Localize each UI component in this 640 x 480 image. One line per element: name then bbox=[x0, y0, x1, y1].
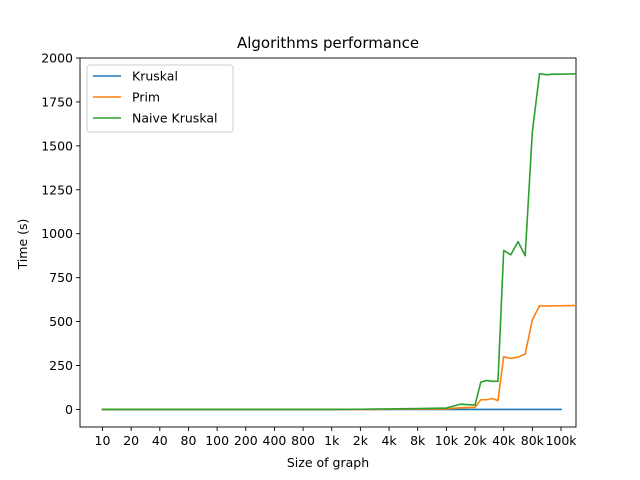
x-tick-label: 200 bbox=[234, 433, 258, 448]
y-tick-label: 1500 bbox=[41, 138, 73, 153]
y-tick-label: 250 bbox=[49, 358, 73, 373]
y-tick-label: 1000 bbox=[41, 226, 73, 241]
x-tick-label: 8k bbox=[410, 433, 426, 448]
x-tick-label: 2k bbox=[353, 433, 369, 448]
x-tick-label: 80 bbox=[181, 433, 197, 448]
legend-label: Prim bbox=[132, 90, 160, 105]
legend-label: Naive Kruskal bbox=[132, 111, 217, 126]
x-tick-label: 40 bbox=[152, 433, 168, 448]
x-tick-label: 10 bbox=[95, 433, 111, 448]
legend: Kruskal Prim Naive Kruskal bbox=[86, 64, 234, 133]
plot-area bbox=[79, 57, 577, 428]
x-tick-label: 20k bbox=[463, 433, 487, 448]
series-line-naive-kruskal bbox=[101, 72, 577, 411]
x-axis: 10 20 40 80 100 200 400 800 1k 2k 4k 8k 10k 20k 40k 80k… bbox=[95, 427, 577, 448]
legend-box bbox=[86, 64, 234, 133]
legend-label: Kruskal bbox=[132, 69, 178, 84]
x-tick-label: 400 bbox=[263, 433, 287, 448]
y-tick-label: 2000 bbox=[41, 51, 73, 66]
x-tick-label: 4k bbox=[381, 433, 397, 448]
y-tick-label: 0 bbox=[65, 402, 73, 417]
x-tick-label: 80k bbox=[521, 433, 545, 448]
x-tick-label: 100 bbox=[205, 433, 229, 448]
x-tick-label: 800 bbox=[291, 433, 315, 448]
x-axis-label: Size of graph bbox=[287, 455, 369, 470]
x-tick-label: 1k bbox=[324, 433, 340, 448]
x-tick-label: 20 bbox=[123, 433, 139, 448]
x-tick-label: 40k bbox=[492, 433, 516, 448]
chart-title: Algorithms performance bbox=[237, 34, 419, 52]
plot-frame bbox=[79, 57, 577, 428]
x-tick-label: 100k bbox=[545, 433, 577, 448]
y-axis: 0 250 500 750 1000 1250 1500 1750 2000 bbox=[41, 51, 80, 417]
y-tick-label: 1250 bbox=[41, 182, 73, 197]
series-layer bbox=[101, 72, 577, 411]
y-tick-label: 750 bbox=[49, 270, 73, 285]
y-tick-label: 500 bbox=[49, 314, 73, 329]
y-axis-label: Time (s) bbox=[15, 219, 30, 271]
x-tick-label: 10k bbox=[435, 433, 459, 448]
y-tick-label: 1750 bbox=[41, 94, 73, 109]
